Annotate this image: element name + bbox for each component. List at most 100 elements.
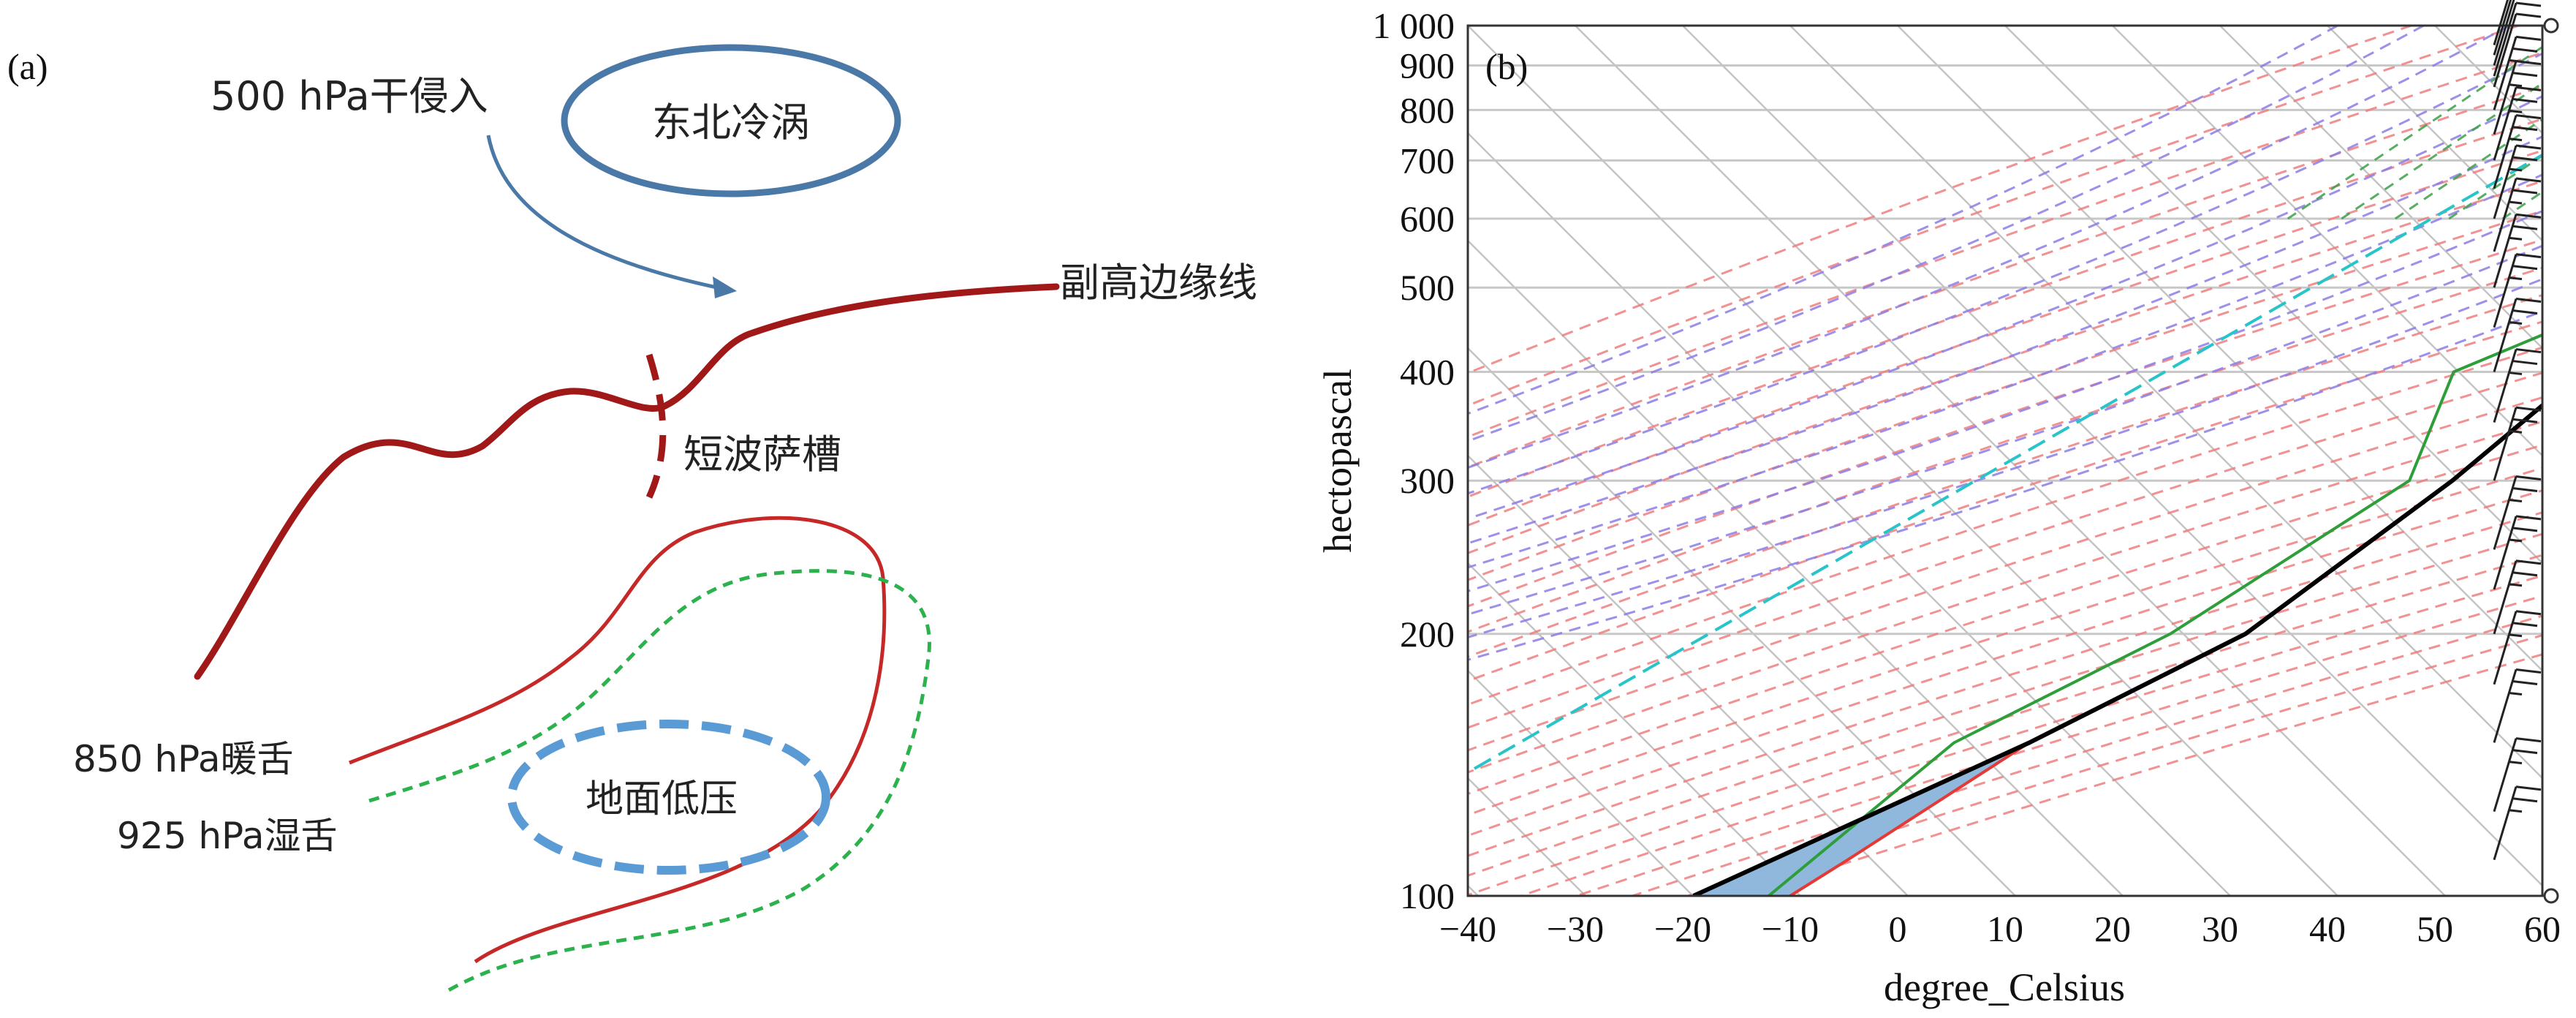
wind-barb-flag bbox=[2515, 253, 2542, 259]
warm-tongue-label: 850 hPa暖舌 bbox=[73, 738, 294, 780]
wind-barb-flag bbox=[2515, 144, 2542, 150]
x-tick-label: 50 bbox=[2417, 908, 2453, 949]
wind-barb-flag bbox=[2512, 97, 2538, 103]
wind-barb-flag bbox=[2512, 309, 2538, 315]
x-tick-label: 10 bbox=[1987, 908, 2023, 949]
wind-barb-half bbox=[2508, 633, 2523, 638]
mixing-ratio-line bbox=[2556, 7, 2576, 219]
isotherm bbox=[178, 26, 1048, 896]
wind-barb-staff bbox=[2493, 0, 2512, 56]
y-tick-label: 500 bbox=[1400, 267, 1455, 308]
x-tick-label: −30 bbox=[1547, 908, 1604, 949]
plot-frame bbox=[1466, 24, 2544, 897]
y-tick-label: 200 bbox=[1400, 614, 1455, 655]
surface-low-ellipse bbox=[507, 720, 830, 875]
wind-barb-flag bbox=[2515, 737, 2542, 743]
temperature-profile bbox=[1789, 403, 2542, 896]
wind-barb-flag bbox=[2512, 749, 2538, 755]
wind-barb bbox=[2493, 114, 2542, 189]
wind-barb-flag bbox=[2512, 225, 2538, 230]
wind-barb-half bbox=[2508, 429, 2523, 434]
x-tick-label: −10 bbox=[1762, 908, 1819, 949]
wind-barb-staff bbox=[2493, 13, 2518, 88]
wind-barb-half bbox=[2508, 583, 2523, 587]
moist-adiabat bbox=[1468, 310, 2542, 661]
wind-barb-flag bbox=[2515, 35, 2542, 41]
wind-barb-half bbox=[2508, 109, 2523, 113]
wind-barb-flag bbox=[2512, 418, 2538, 423]
x-tick-label: 0 bbox=[1889, 908, 1907, 949]
wind-barb-flag bbox=[2515, 515, 2542, 521]
subtropical-high-edge-line bbox=[194, 283, 1060, 680]
wind-barb-flag bbox=[2512, 571, 2538, 577]
wind-barb-flag bbox=[2515, 348, 2542, 354]
y-tick-label: 900 bbox=[1400, 45, 1455, 86]
dry-adiabat bbox=[1468, 118, 2542, 498]
moist-adiabat bbox=[1468, 26, 2341, 415]
wind-barb bbox=[2493, 515, 2542, 590]
moist-adiabat bbox=[1468, 52, 2542, 495]
barb-bottom-circle bbox=[2543, 888, 2559, 904]
x-tick-label: −40 bbox=[1439, 908, 1496, 949]
y-tick-label: 100 bbox=[1400, 875, 1455, 916]
x-tick-label: 30 bbox=[2202, 908, 2238, 949]
shortwave-trough-label: 短波萨槽 bbox=[683, 431, 841, 478]
wind-barb-flag bbox=[2515, 213, 2542, 219]
dry-adiabat bbox=[1468, 180, 2542, 554]
wind-barb bbox=[2493, 0, 2509, 45]
wind-barb-staff bbox=[2493, 0, 2509, 45]
wind-barb-half bbox=[2508, 236, 2523, 241]
isotherm bbox=[1468, 777, 1586, 896]
wind-barb-flag bbox=[2512, 189, 2538, 195]
wind-barb bbox=[2493, 86, 2542, 161]
y-tick-label: 700 bbox=[1400, 140, 1455, 181]
wind-barb-staff bbox=[2493, 0, 2515, 66]
wind-barb-flag bbox=[2515, 785, 2542, 791]
wind-barb bbox=[2493, 177, 2542, 252]
moist-tongue-line bbox=[368, 569, 931, 993]
isotherm bbox=[2327, 26, 2542, 242]
wind-barb-half bbox=[2508, 276, 2523, 281]
isotherm bbox=[2112, 26, 2542, 457]
moist-adiabat bbox=[1468, 26, 2512, 470]
wind-barb-flag bbox=[2515, 668, 2542, 674]
wind-barb bbox=[2493, 213, 2542, 288]
wind-barb-flag bbox=[2512, 360, 2538, 366]
isotherm bbox=[2542, 26, 2576, 896]
dewpoint-profile bbox=[1768, 333, 2542, 896]
moist-adiabat bbox=[1468, 209, 2542, 592]
dry-adiabat bbox=[1468, 444, 2542, 796]
y-tick-label: 600 bbox=[1400, 198, 1455, 239]
y-tick-label: 800 bbox=[1400, 89, 1455, 130]
isotherm bbox=[2434, 26, 2542, 135]
wind-barb-flag bbox=[2515, 559, 2542, 565]
dry-adiabat bbox=[1468, 346, 2542, 706]
wind-barbs bbox=[2493, 0, 2559, 904]
dry-adiabat bbox=[1468, 26, 2523, 407]
panel-a-schematic: (a) 东北冷涡 500 hPa干侵入 副高边缘线 短波萨槽 850 hPa暖舌… bbox=[7, 44, 1257, 993]
subtropical-high-edge-label: 副高边缘线 bbox=[1060, 260, 1257, 306]
wind-barb bbox=[2493, 610, 2542, 685]
dry-adiabat bbox=[1468, 266, 2542, 633]
wind-barb-half bbox=[2508, 321, 2523, 325]
skewt-background-lines bbox=[178, 7, 2576, 896]
panel-b-label: (b) bbox=[1485, 46, 1528, 87]
wind-barb bbox=[2493, 0, 2515, 66]
cold-vortex-ellipse bbox=[561, 44, 901, 197]
cold-vortex-label: 东北冷涡 bbox=[652, 99, 810, 146]
wind-barb-flag bbox=[2512, 679, 2538, 685]
isotherm bbox=[1468, 454, 1909, 896]
mixing-ratio-line bbox=[2287, 45, 2542, 220]
wind-barb-flag bbox=[2512, 47, 2538, 53]
y-tick-label: 300 bbox=[1400, 460, 1455, 501]
barb-top-circle bbox=[2543, 18, 2559, 34]
y-tick-label: 1 000 bbox=[1373, 5, 1455, 46]
wind-barb-flag bbox=[2512, 265, 2538, 271]
isotherm bbox=[1468, 669, 1694, 896]
isotherm bbox=[1468, 347, 2016, 896]
x-tick-label: 60 bbox=[2524, 908, 2561, 949]
wind-barb bbox=[2493, 253, 2542, 328]
shortwave-trough-line bbox=[645, 353, 667, 499]
wind-barb bbox=[2493, 1, 2542, 77]
